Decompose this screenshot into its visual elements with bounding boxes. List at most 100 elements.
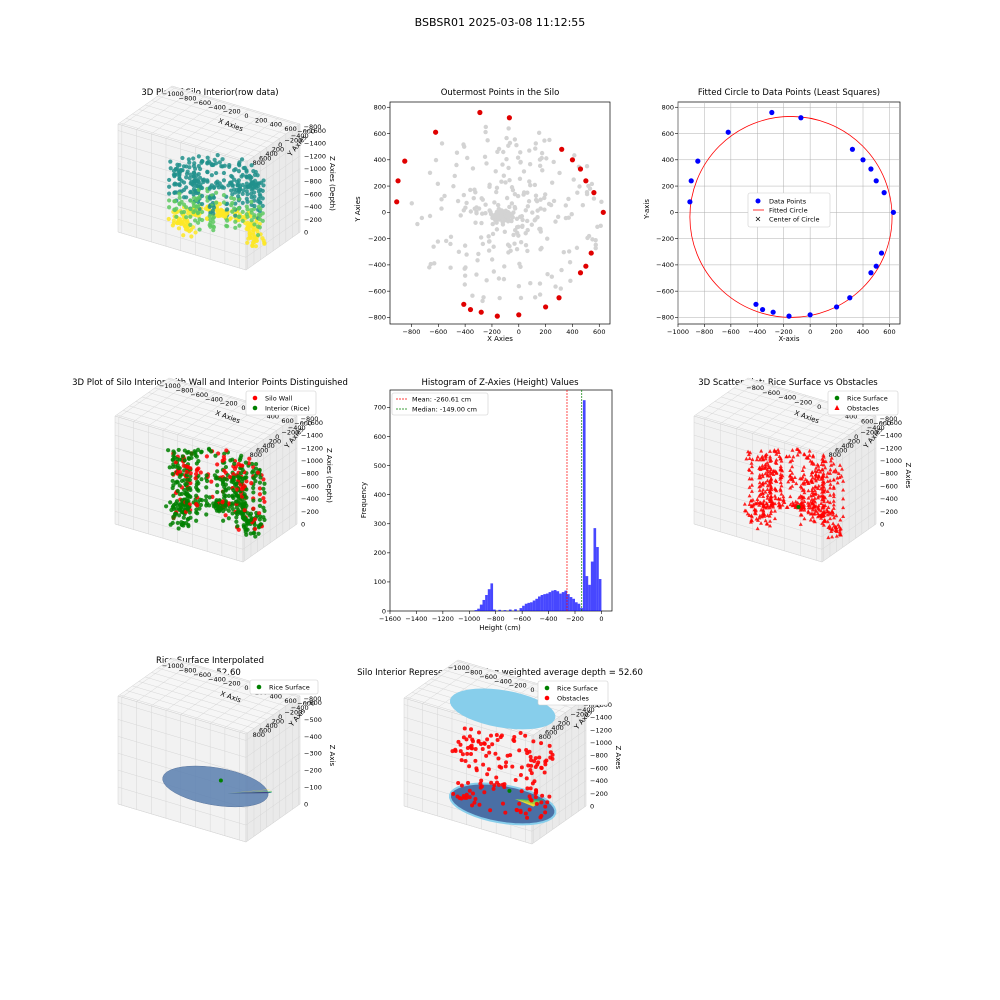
obstacle-point [826,505,831,509]
x-tick-label: −1000 [458,615,480,623]
interior-point [451,184,456,189]
z-axis-label: Z Axies (Depth) [325,448,333,503]
obstacle-point [828,467,833,472]
silo-point [194,204,199,209]
silo-point [188,222,193,227]
obstacle-point [769,494,774,499]
z-tick-label: −1000 [880,457,902,465]
gridline-y [721,396,850,543]
obstacle-point [814,474,819,479]
x-tick-label: −1400 [405,615,427,623]
obstacle-point [831,491,836,496]
obstacle-point [795,452,800,457]
silo-point [172,207,178,213]
interior-point [454,162,459,168]
interior-point [542,207,547,212]
y-tick-label: 200 [374,182,386,190]
obstacle-point [814,465,819,470]
y-tick-label: 0 [382,607,386,615]
interior-point [520,217,525,223]
silo-point [218,211,223,216]
z-tick-label: −100 [304,784,322,792]
obstacle-point [816,473,821,478]
silo-point [199,159,205,164]
interior-point [226,493,231,498]
interior-point [253,534,258,539]
interior-point [197,506,202,511]
obstacle-point [772,516,777,521]
obstacle-point [780,473,785,478]
wall-point [204,454,209,459]
silo-point [182,224,188,229]
data-point [860,157,866,163]
legend-marker-interior [252,405,258,411]
z-tick-label: −1200 [880,444,902,452]
silo-point [184,215,189,220]
silo-point [214,190,219,195]
obstacle-point [488,733,493,738]
interior-point [230,501,235,506]
interior-point [435,239,441,244]
x-tick-label: −400 [456,328,474,336]
interior-point [185,495,190,500]
obstacle-point [822,499,827,504]
interior-point [442,193,447,199]
interior-point [243,460,248,465]
interior-point [491,269,497,274]
outermost-point [556,295,562,301]
obstacle-point [539,741,544,746]
obstacle-point [769,485,774,490]
silo-point [248,235,253,240]
interior-point [474,205,479,210]
obstacle-point [529,758,534,763]
interior-point [521,169,527,174]
silo-point [262,241,267,246]
interior-point [525,204,531,209]
outermost-point [569,157,576,163]
obstacle-point [502,782,507,787]
x-tick-label: −600 [190,391,208,399]
interior-point [204,485,209,490]
obstacle-point [758,500,763,505]
obstacle-point [768,519,773,523]
interior-point [566,249,572,254]
y-tick-label: 800 [662,104,674,112]
interior-point [544,156,549,161]
obstacle-point [502,785,507,790]
interior-point [547,137,552,143]
y-tick-label: −800 [304,123,322,131]
interior-point [536,130,542,136]
legend-marker-obstacles-p8 [544,695,550,701]
interior-point [533,141,538,146]
outermost-point [394,199,400,205]
interior-point [439,197,444,202]
interior-point [251,485,256,491]
interior-point [555,214,561,220]
gridline-x [236,413,291,561]
wall-point [255,470,261,475]
interior-point [586,233,592,239]
silo-point [237,163,242,168]
obstacle-point [831,521,836,526]
surface-fan-segment [227,791,273,794]
y-tick-label: 400 [262,442,274,450]
obstacle-point [802,464,807,469]
interior-point [207,503,212,508]
obstacle-point [465,751,470,756]
y-tick-label: 0 [670,209,674,217]
interior-point [526,199,532,204]
gridline-x [815,414,871,561]
interior-point [170,478,175,484]
wall-point [261,496,266,501]
y-tick-label: −800 [301,415,319,423]
obstacle-point [827,510,832,515]
silo-point [249,195,254,200]
obstacle-point [769,501,774,506]
interior-point [532,295,538,300]
interior-point [234,519,239,524]
interior-point [234,493,239,498]
x-tick-label: 200 [539,328,551,336]
silo-point [194,184,199,189]
x-tick-label: −1200 [432,615,454,623]
silo-point [258,200,263,205]
